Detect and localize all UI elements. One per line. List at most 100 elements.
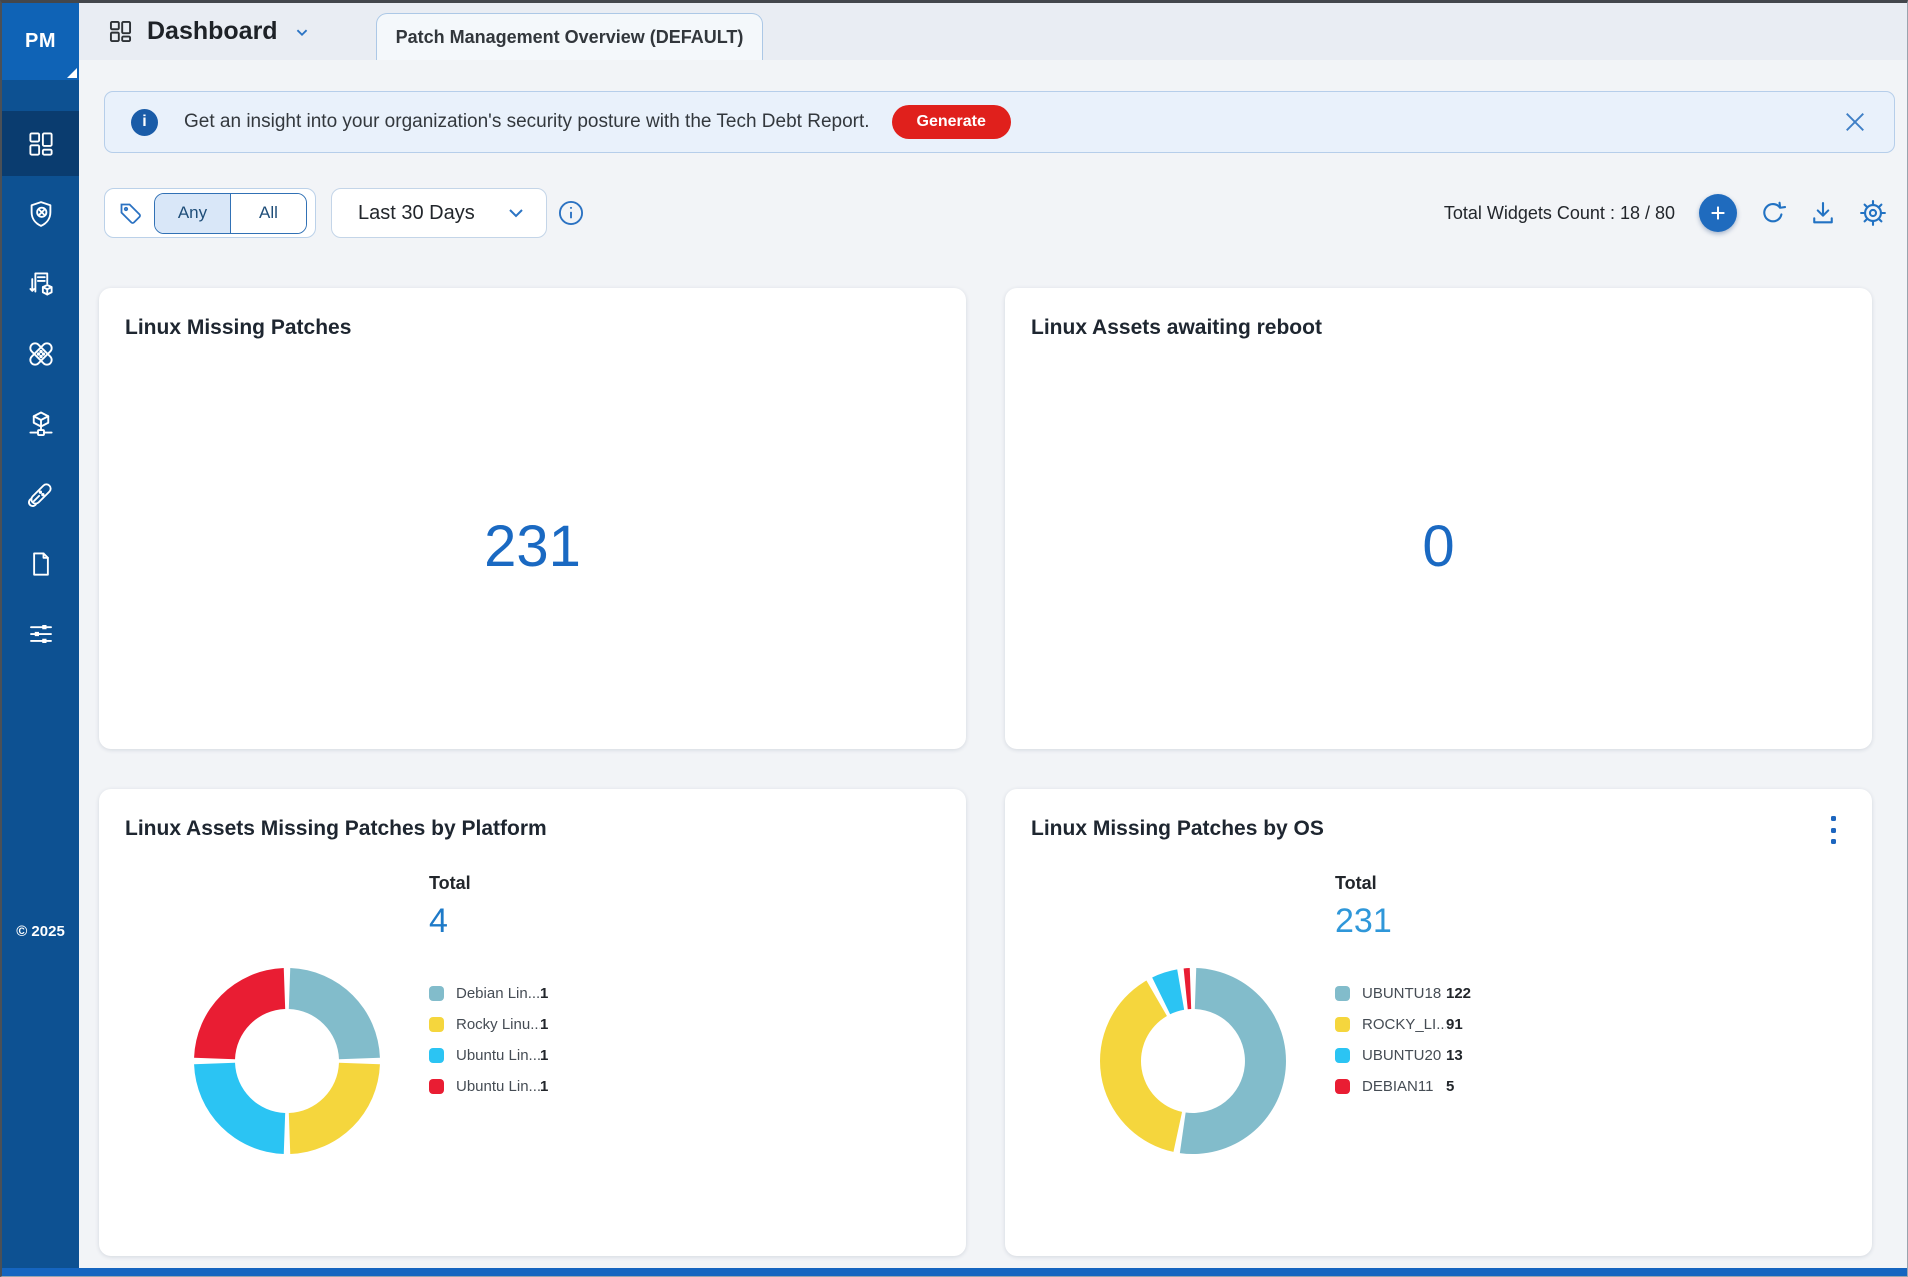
legend-label: ROCKY_LI... — [1362, 1016, 1446, 1033]
total-label: Total — [429, 873, 471, 893]
sidebar-item-configuration[interactable] — [2, 601, 79, 666]
legend-item[interactable]: UBUNTU18 122 — [1335, 985, 1695, 1002]
toolbar-info[interactable] — [557, 199, 585, 227]
legend-item[interactable]: Ubuntu Lin... 1 — [429, 1047, 789, 1064]
patch-bandage-icon — [28, 341, 53, 366]
legend-swatch — [429, 1017, 444, 1032]
sidebar-item-jobs[interactable] — [2, 251, 79, 316]
generate-button[interactable]: Generate — [891, 105, 1011, 139]
legend-value: 91 — [1446, 1016, 1463, 1033]
widget-linux-missing-patches: Linux Missing Patches 231 — [99, 288, 966, 749]
legend-item[interactable]: Rocky Linu... 1 — [429, 1016, 789, 1033]
donut-legend: Debian Lin... 1 Rocky Linu... 1 Ubuntu Lin..… — [429, 985, 789, 1095]
legend-label: UBUNTU20 — [1362, 1047, 1442, 1064]
settings-button[interactable] — [1859, 199, 1887, 227]
legend-item[interactable]: UBUNTU20 13 — [1335, 1047, 1695, 1064]
legend-item[interactable]: Ubuntu Lin... 1 — [429, 1078, 789, 1095]
pm-logo-text: PM — [25, 30, 56, 52]
sidebar-item-patches[interactable] — [2, 321, 79, 386]
sidebar-item-remediation[interactable] — [2, 461, 79, 526]
legend-item[interactable]: Debian Lin... 1 — [429, 985, 789, 1002]
legend-label: Ubuntu Lin... — [456, 1078, 540, 1095]
tag-icon[interactable] — [117, 200, 144, 227]
widget-missing-patches-by-os: Linux Missing Patches by OS Total 231 UB… — [1005, 789, 1872, 1256]
sidebar-item-deployment[interactable] — [2, 391, 79, 456]
donut-legend: UBUNTU18 122 ROCKY_LI... 91 UBUNTU20 13 DEBIAN… — [1335, 985, 1695, 1095]
legend-value: 13 — [1446, 1047, 1463, 1064]
widget-menu-kebab-icon[interactable] — [1824, 813, 1842, 847]
date-range-dropdown[interactable]: Last 30 Days — [331, 188, 547, 238]
tag-filter-group: Any All — [104, 188, 316, 238]
widget-count-value[interactable]: 0 — [1422, 514, 1455, 579]
widget-title: Linux Missing Patches — [125, 316, 352, 339]
download-icon — [1813, 202, 1833, 224]
donut-summary: Total 4 Debian Lin... 1 Rocky Linu... 1 Ubun… — [429, 873, 789, 1095]
donut-segment[interactable] — [194, 968, 286, 1060]
total-value[interactable]: 4 — [429, 902, 448, 940]
dashboard-grid-icon — [28, 131, 53, 156]
legend-label: UBUNTU18 — [1362, 985, 1442, 1002]
chevron-down-icon — [296, 29, 307, 36]
header-bar: Dashboard Patch Management Overview (DEF… — [79, 3, 1907, 60]
legend-value: 1 — [540, 1016, 549, 1033]
widget-count-value[interactable]: 231 — [484, 514, 581, 579]
dashboard-menu[interactable]: Dashboard — [107, 3, 313, 60]
tab-patch-management-overview[interactable]: Patch Management Overview (DEFAULT) — [376, 13, 763, 60]
deployment-network-icon — [28, 411, 53, 436]
total-value[interactable]: 231 — [1335, 902, 1392, 940]
legend-value: 122 — [1446, 985, 1472, 1002]
legend-swatch — [1335, 986, 1350, 1001]
legend-swatch — [429, 1048, 444, 1063]
sidebar-item-reports[interactable] — [2, 531, 79, 596]
sidebar-item-vulnerability-scan[interactable] — [2, 181, 79, 246]
toggle-all[interactable]: All — [230, 193, 306, 233]
toggle-any[interactable]: Any — [155, 193, 230, 233]
legend-label: DEBIAN11 — [1362, 1078, 1434, 1095]
legend-swatch — [1335, 1048, 1350, 1063]
info-circle-icon — [558, 200, 584, 226]
donut-segment[interactable] — [1179, 968, 1286, 1155]
tab-label: Patch Management Overview (DEFAULT) — [395, 26, 744, 47]
add-widget-button[interactable] — [1699, 194, 1737, 232]
refresh-button[interactable] — [1759, 199, 1787, 227]
legend-swatch — [1335, 1079, 1350, 1094]
refresh-icon — [1763, 201, 1787, 223]
legend-item[interactable]: ROCKY_LI... 91 — [1335, 1016, 1695, 1033]
job-inventory-icon — [28, 271, 53, 295]
legend-swatch — [1335, 1017, 1350, 1032]
donut-segment[interactable] — [194, 1062, 286, 1154]
page-title: Dashboard — [147, 17, 278, 45]
total-label: Total — [1335, 873, 1377, 893]
legend-value: 1 — [540, 1047, 549, 1064]
sidebar-item-dashboard[interactable] — [2, 111, 79, 176]
donut-segment[interactable] — [288, 1062, 380, 1154]
donut-segment[interactable] — [1152, 969, 1185, 1015]
legend-value: 5 — [1446, 1078, 1455, 1095]
legend-item[interactable]: DEBIAN11 5 — [1335, 1078, 1695, 1095]
pm-logo[interactable]: PM — [2, 3, 79, 80]
download-button[interactable] — [1809, 199, 1837, 227]
tech-debt-banner: i Get an insight into your organization'… — [104, 91, 1895, 153]
main-content: i Get an insight into your organization'… — [79, 60, 1907, 1268]
copyright-text: © 2025 — [16, 923, 65, 940]
logo-corner-triangle — [67, 68, 77, 78]
sidebar: PM — [2, 3, 79, 1269]
donut-segment[interactable] — [288, 968, 380, 1060]
plus-icon — [1711, 206, 1725, 220]
donut-chart-platform — [187, 961, 387, 1161]
shield-scan-icon — [30, 200, 51, 227]
donut-segment[interactable] — [1183, 968, 1192, 1010]
dashboard-grid-icon — [109, 20, 132, 43]
donut-segment[interactable] — [1100, 980, 1183, 1152]
dashboard-toolbar: Any All Last 30 Days Total Widgets Count… — [79, 188, 1907, 238]
widget-linux-assets-awaiting-reboot: Linux Assets awaiting reboot 0 — [1005, 288, 1872, 749]
legend-swatch — [429, 1079, 444, 1094]
date-range-value: Last 30 Days — [358, 201, 475, 224]
close-icon[interactable] — [1842, 109, 1868, 135]
reports-document-icon — [32, 551, 49, 576]
gear-icon — [1860, 200, 1886, 226]
donut-summary: Total 231 UBUNTU18 122 ROCKY_LI... 91 UBUNTU… — [1335, 873, 1695, 1095]
widget-missing-patches-by-platform: Linux Assets Missing Patches by Platform… — [99, 789, 966, 1256]
chevron-down-icon — [509, 209, 523, 218]
donut-chart-os — [1093, 961, 1293, 1161]
